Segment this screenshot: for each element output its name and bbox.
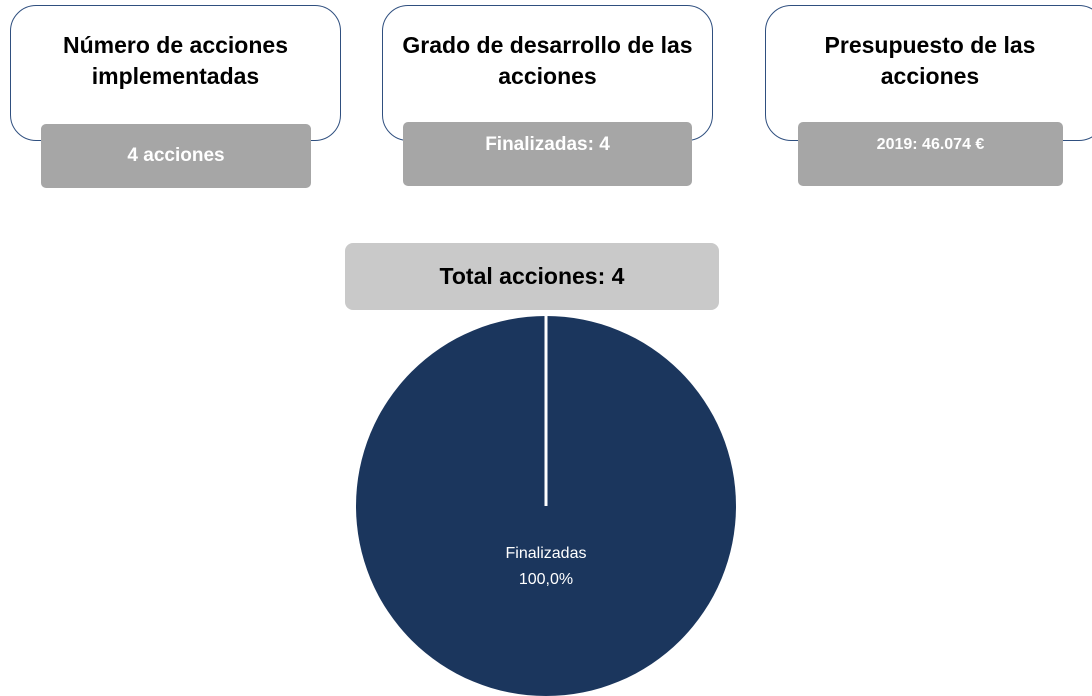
slice-value-label: 100,0%: [519, 571, 573, 588]
card-title: Número de acciones implementadas: [63, 32, 288, 89]
card-outline: [10, 5, 341, 141]
card-outline: [382, 5, 713, 141]
slice-label: Finalizadas: [506, 545, 587, 562]
card-title: Presupuesto de las acciones: [824, 32, 1036, 89]
card-value: 2019: 46.074 €: [798, 122, 1063, 186]
card-value: 4 acciones: [41, 124, 311, 188]
chart-title: Total acciones: 4: [345, 243, 719, 310]
card-title: Grado de desarrollo de las acciones: [402, 32, 693, 89]
card-value: Finalizadas: 4: [403, 122, 692, 186]
